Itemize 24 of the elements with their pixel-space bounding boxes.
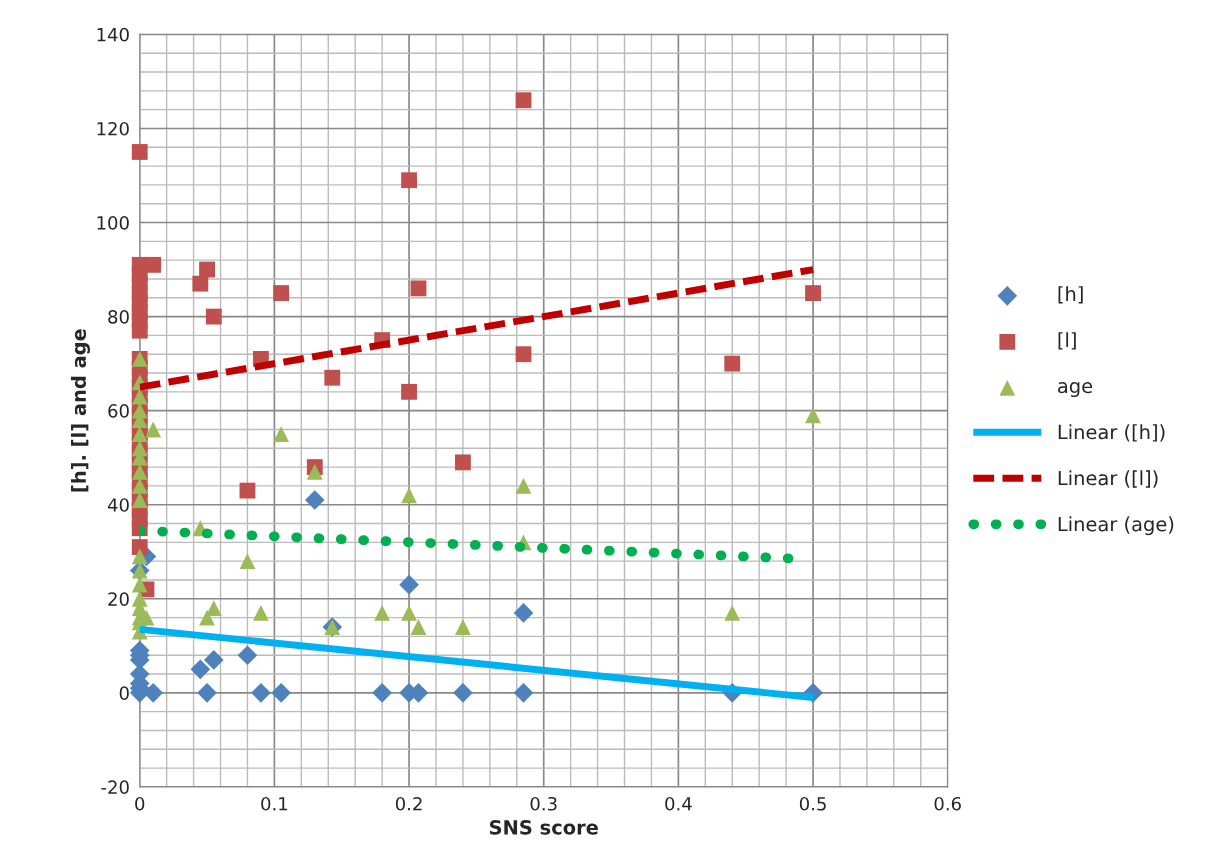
- legend-label: Linear (age): [1058, 516, 1174, 536]
- y-tick-label: 80: [108, 310, 129, 324]
- x-tick-label: 0: [135, 796, 145, 811]
- legend-label: [h]: [1058, 286, 1083, 304]
- legend-label: Linear ([h]): [1058, 424, 1165, 442]
- legend-label: Linear ([l]): [1058, 470, 1158, 488]
- y-tick-label: 140: [97, 27, 129, 42]
- legend-label: [l]: [1058, 332, 1076, 350]
- x-tick-label: 0.5: [799, 796, 826, 811]
- y-tick-label: 40: [107, 498, 129, 512]
- y-tick-label: 60: [108, 404, 129, 418]
- x-tick-label: 0.1: [261, 796, 288, 811]
- y-tick-label: 0: [119, 686, 129, 700]
- x-axis-title: SNS score: [489, 820, 598, 835]
- x-tick-label: 0.2: [395, 796, 422, 811]
- x-tick-label: 0.3: [530, 796, 557, 811]
- y-axis-title: [h]. [l] and age: [71, 329, 90, 492]
- y-tick-label: 120: [97, 121, 129, 136]
- x-tick-label: 0.6: [934, 796, 961, 811]
- x-tick-label: 0.4: [665, 796, 692, 811]
- y-tick-label: -20: [101, 780, 129, 795]
- legend-label: age: [1058, 382, 1093, 398]
- y-tick-label: 100: [97, 215, 129, 230]
- y-tick-label: 20: [108, 592, 129, 606]
